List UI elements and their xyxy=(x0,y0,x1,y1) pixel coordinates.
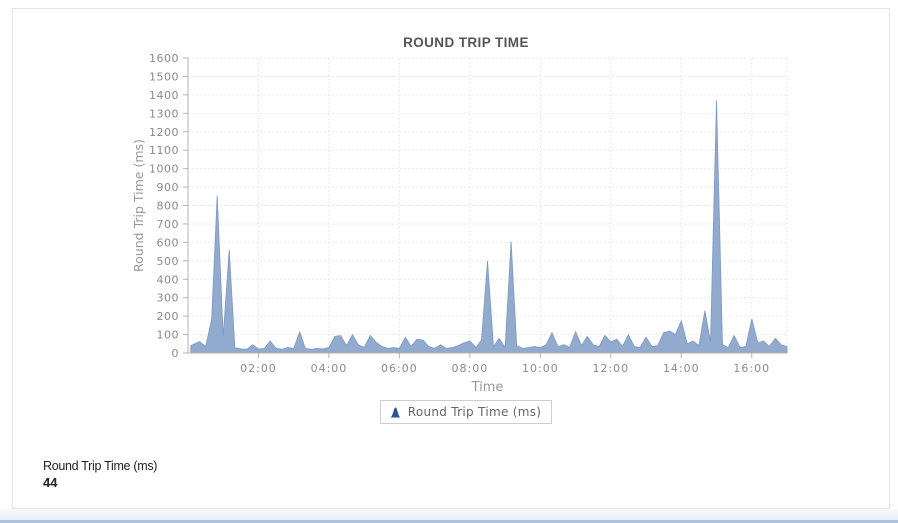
chart-panel: ROUND TRIP TIME 0 100 200 300 400 500 600 700 80… xyxy=(12,8,890,509)
y-tick-label: 500 xyxy=(157,255,180,268)
footer-accent-bar xyxy=(0,509,898,523)
y-tick-label: 1400 xyxy=(149,89,179,102)
x-tick-label: 14:00 xyxy=(663,362,700,375)
x-axis-title: Time xyxy=(471,380,504,395)
legend-item-rtt[interactable]: Round Trip Time (ms) xyxy=(379,400,553,424)
y-tick-label: 600 xyxy=(157,236,180,249)
y-tick-label: 1100 xyxy=(149,144,179,157)
y-tick-label: 1200 xyxy=(149,126,179,139)
x-tick-label: 16:00 xyxy=(733,362,770,375)
y-tick-label: 1000 xyxy=(149,163,179,176)
x-tick-label: 02:00 xyxy=(240,362,277,375)
y-tick-label: 100 xyxy=(157,329,180,342)
legend-label: Round Trip Time (ms) xyxy=(407,405,542,419)
summary-readout: Round Trip Time (ms) 44 xyxy=(43,459,157,490)
y-tick-label: 300 xyxy=(157,292,180,305)
y-axis-title: Round Trip Time (ms) xyxy=(131,139,146,272)
y-tick-label: 900 xyxy=(157,181,180,194)
y-tick-label: 1500 xyxy=(149,70,179,83)
y-tick-label: 1300 xyxy=(149,107,179,120)
x-tick-label: 04:00 xyxy=(311,362,348,375)
summary-metric-value: 44 xyxy=(43,475,58,490)
legend: Round Trip Time (ms) xyxy=(91,400,841,424)
x-tick-label: 06:00 xyxy=(381,362,418,375)
y-tick-label: 1600 xyxy=(149,52,179,65)
y-tick-label: 0 xyxy=(172,347,180,360)
y-tick-label: 700 xyxy=(157,218,180,231)
x-tick-label: 08:00 xyxy=(452,362,489,375)
rtt-area-chart: 0 100 200 300 400 500 600 700 800 900 1000 1100 1200… xyxy=(131,52,788,395)
y-tick-label: 800 xyxy=(157,200,180,213)
y-tick-label: 200 xyxy=(157,310,180,323)
area-series xyxy=(190,100,788,354)
x-tick-label: 10:00 xyxy=(522,362,559,375)
x-tick-label: 12:00 xyxy=(592,362,629,375)
chart-title: ROUND TRIP TIME xyxy=(403,35,529,50)
area-series-icon xyxy=(389,407,401,417)
y-tick-label: 400 xyxy=(157,273,180,286)
summary-metric-label: Round Trip Time (ms) xyxy=(43,459,158,473)
